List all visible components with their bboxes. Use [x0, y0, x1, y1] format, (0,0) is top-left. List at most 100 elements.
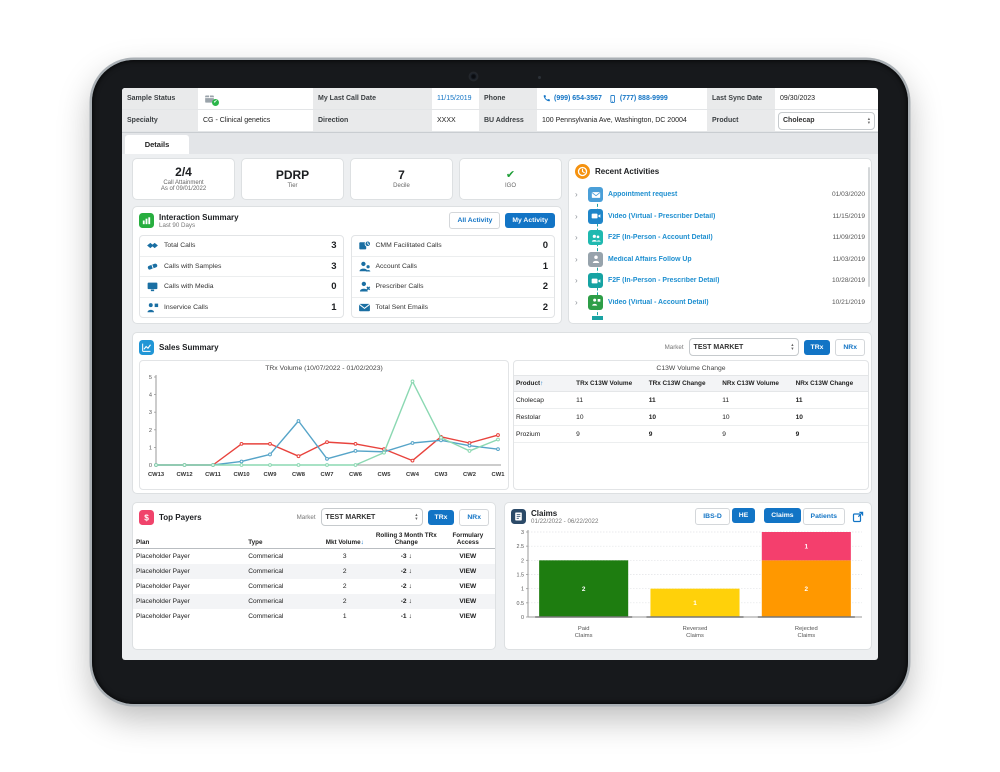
claims-icon [511, 509, 526, 524]
chevron-right-icon[interactable] [575, 298, 583, 307]
c13w-cell-product: Restolar [514, 408, 575, 426]
activity-item-video-virtual-prescriber-detail[interactable]: Video (Virtual - Prescriber Detail) 11/15… [575, 206, 865, 228]
kpi-label: Call Attainment [163, 179, 204, 186]
svg-text:1: 1 [521, 587, 524, 593]
svg-text:Reversed: Reversed [683, 626, 708, 632]
activity-label[interactable]: Video (Virtual - Account Detail) [608, 298, 709, 306]
cmm-clock-icon [358, 239, 371, 252]
payer-view-link[interactable]: VIEW [440, 594, 495, 609]
sales-market-value: TEST MARKET [693, 343, 744, 351]
my-activity-button[interactable]: My Activity [505, 213, 555, 228]
chevron-right-icon[interactable] [575, 233, 583, 242]
trx-series-green [156, 380, 499, 466]
interaction-row-label: Account Calls [375, 262, 418, 270]
activity-item-medical-affairs-follow-up[interactable]: Medical Affairs Follow Up 11/03/2019 [575, 249, 865, 271]
payer-view-link[interactable]: VIEW [459, 583, 477, 590]
c13w-cell-trx-volume: 9 [574, 425, 647, 443]
payer-type: Commerical [248, 553, 284, 560]
payers-nrx-button[interactable]: NRx [459, 508, 489, 526]
claims-claims-button[interactable]: Claims [764, 508, 801, 523]
samples-icon [146, 260, 159, 273]
all-activity-button[interactable]: All Activity [449, 212, 501, 229]
interaction-summary-panel: Interaction Summary Last 90 Days All Act… [132, 206, 562, 324]
my-last-call-date-label: My Last Call Date [313, 88, 432, 110]
sales-market-select[interactable]: TEST MARKET [688, 338, 799, 356]
svg-text:0.5: 0.5 [517, 601, 525, 607]
chevron-right-icon[interactable] [575, 276, 583, 285]
c13w-table-title: C13W Volume Change [656, 365, 726, 372]
tablet-frame: Sample Status My Last Call Date 11/15/20… [92, 60, 908, 704]
activity-item-f2f-in-person-account-detail[interactable]: F2F (In-Person - Account Detail) 11/09/20… [575, 227, 865, 249]
claims-bar-segment [761, 532, 851, 561]
activity-item-appointment-request[interactable]: Appointment request 01/03/2020 [575, 184, 865, 206]
payer-plan: Placeholder Payer [136, 613, 190, 620]
activity-date: 11/03/2019 [832, 255, 865, 263]
payers-market-select[interactable]: TEST MARKET [320, 508, 423, 526]
c13w-cell-nrx-change: 11 [793, 391, 868, 409]
payers-header-mkt-volume[interactable]: Mkt Volume [317, 530, 372, 549]
svg-text:1: 1 [805, 543, 809, 550]
sample-status-check-icon [212, 99, 219, 106]
c13w-cell-product: Prozium [514, 425, 575, 443]
envelope-icon [588, 187, 603, 203]
interaction-row-prescriber-calls: Prescriber Calls 2 [351, 277, 554, 298]
interaction-row-calls-with-samples: Calls with Samples 3 [140, 257, 343, 277]
bu-address-value: 100 Pennsylvania Ave, Washington, DC 200… [537, 110, 707, 132]
last-sync-date-value: 09/30/2023 [775, 88, 878, 110]
payers-trx-button[interactable]: TRx [427, 509, 455, 525]
claims-ibsd-button[interactable]: IBS-D [695, 508, 730, 525]
payers-row: Placeholder Payer Commerical 3 -3 VIEW [133, 549, 495, 565]
activity-label[interactable]: F2F (In-Person - Prescriber Detail) [608, 277, 720, 285]
tab-details[interactable]: Details [125, 135, 189, 154]
sales-nrx-button[interactable]: NRx [835, 338, 865, 356]
chevron-right-icon[interactable] [575, 190, 583, 199]
kpi-card-tier: PDRP Tier [241, 158, 344, 200]
payer-view-link[interactable]: VIEW [459, 613, 477, 620]
trx-volume-chart-card: TRx Volume (10/07/2022 - 01/02/2023) 0 1 2… [139, 360, 509, 490]
phone-icon [542, 94, 551, 103]
activity-label[interactable]: F2F (In-Person - Account Detail) [608, 234, 713, 242]
payers-header-type: Type [245, 530, 318, 549]
payer-volume: 1 [342, 613, 347, 620]
activity-label[interactable]: Medical Affairs Follow Up [608, 255, 692, 263]
product-select-value: Cholecap [783, 117, 815, 124]
chevron-right-icon[interactable] [575, 212, 583, 221]
interaction-row-calls-with-media: Calls with Media 0 [140, 277, 343, 298]
activity-item-f2f-in-person-prescriber-detail[interactable]: F2F (In-Person - Prescriber Detail) 10/28… [575, 270, 865, 292]
svg-text:CW12: CW12 [176, 472, 192, 478]
phone-1-link[interactable]: (999) 654-3567 [554, 95, 602, 102]
activities-scrollbar[interactable] [867, 167, 870, 287]
activity-timeline-end [592, 316, 603, 320]
phone-label: Phone [479, 88, 537, 110]
c13w-cell-trx-volume: 10 [574, 408, 647, 426]
product-select[interactable]: Cholecap [778, 111, 875, 130]
activity-item-video-virtual-account-detail[interactable]: Video (Virtual - Account Detail) 10/21/20… [575, 292, 865, 314]
activity-label[interactable]: Appointment request [608, 191, 678, 199]
svg-text:3: 3 [149, 410, 152, 416]
c13w-header-product[interactable]: Product [514, 375, 575, 392]
chevron-right-icon[interactable] [575, 255, 583, 264]
interaction-row-label: Total Sent Emails [375, 303, 429, 311]
claims-patients-button[interactable]: Patients [802, 508, 845, 525]
payer-view-link[interactable]: VIEW [459, 553, 477, 560]
sales-trx-button[interactable]: TRx [803, 339, 831, 355]
kpi-value: PDRP [275, 167, 310, 182]
phone-2-link[interactable]: (777) 888-9999 [619, 95, 668, 102]
activity-label[interactable]: Video (Virtual - Prescriber Detail) [608, 212, 716, 220]
interaction-summary-subtitle: Last 90 Days [159, 221, 196, 229]
kpi-sublabel: As of 09/01/2022 [160, 186, 207, 192]
external-link-icon[interactable] [850, 509, 865, 524]
payer-view-link[interactable]: VIEW [440, 564, 495, 579]
payer-change: -2 [371, 564, 441, 579]
interaction-summary-icon [139, 213, 154, 228]
claims-title: Claims [531, 508, 558, 518]
payer-type: Commerical [245, 564, 318, 579]
claims-he-button[interactable]: HE [731, 508, 756, 523]
interaction-row-inservice-calls: Inservice Calls 1 [140, 298, 343, 318]
svg-text:CW2: CW2 [463, 472, 476, 478]
